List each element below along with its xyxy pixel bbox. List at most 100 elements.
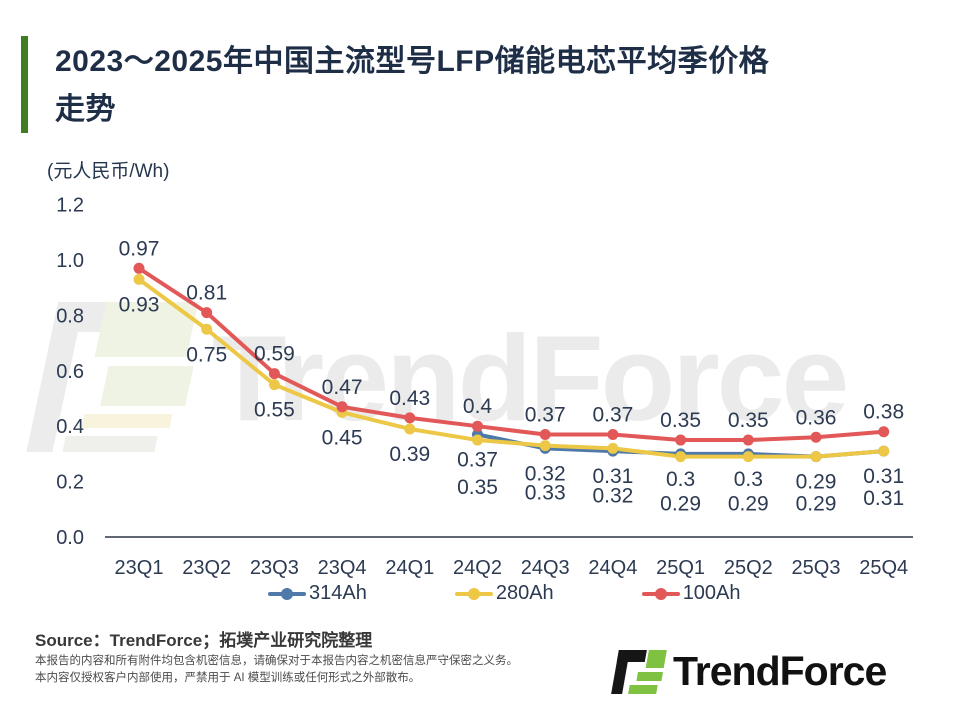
data-point-100Ah xyxy=(742,434,754,446)
legend-label: 100Ah xyxy=(682,582,741,604)
y-tick-label: 0.2 xyxy=(56,472,84,494)
disclaimer: 本报告的内容和所有附件均包含机密信息，请确保对于本报告内容之机密信息严守保密之义… xyxy=(35,653,518,687)
legend-item-100ah: 100Ah xyxy=(641,582,741,605)
legend: 314Ah 280Ah 100Ah xyxy=(268,582,741,605)
data-point-280Ah xyxy=(742,451,754,463)
data-label-100Ah: 0.35 xyxy=(728,409,769,432)
data-label-280Ah: 0.29 xyxy=(660,493,701,516)
data-point-280Ah xyxy=(201,323,213,335)
data-point-280Ah xyxy=(810,451,822,463)
legend-marker-314ah xyxy=(268,587,306,600)
legend-item-314ah: 314Ah xyxy=(268,582,367,605)
data-label-100Ah: 0.37 xyxy=(525,404,566,427)
data-point-100Ah xyxy=(878,426,890,438)
x-tick-label: 23Q4 xyxy=(318,557,367,579)
data-label-280Ah: 0.93 xyxy=(119,293,160,316)
data-point-100Ah xyxy=(539,429,551,441)
y-tick-label: 0.6 xyxy=(56,361,84,383)
data-label-314Ah: 0.3 xyxy=(734,468,763,491)
data-label-314Ah: 0.3 xyxy=(666,468,695,491)
x-tick-label: 23Q2 xyxy=(182,557,231,579)
data-label-100Ah: 0.38 xyxy=(863,401,904,424)
data-label-100Ah: 0.37 xyxy=(592,404,633,427)
title-accent-bar xyxy=(21,36,28,133)
legend-dot-icon xyxy=(467,587,480,600)
data-label-100Ah: 0.47 xyxy=(322,376,363,399)
data-point-100Ah xyxy=(336,401,348,413)
data-point-100Ah xyxy=(810,431,822,443)
data-label-314Ah: 0.32 xyxy=(525,462,566,485)
data-point-280Ah xyxy=(404,423,416,435)
data-label-314Ah: 0.29 xyxy=(796,471,837,494)
trendforce-logo-mark-icon xyxy=(608,649,668,694)
y-tick-label: 1.0 xyxy=(56,250,84,272)
data-label-100Ah: 0.36 xyxy=(796,406,837,429)
series-line-280Ah xyxy=(137,277,886,459)
axis-unit-label: (元人民币/Wh) xyxy=(47,161,170,182)
data-label-314Ah: 0.31 xyxy=(592,465,633,488)
y-tick-label: 0.8 xyxy=(56,305,84,327)
data-point-280Ah xyxy=(472,434,483,446)
data-label-280Ah: 0.29 xyxy=(728,493,769,516)
data-label-100Ah: 0.97 xyxy=(119,237,160,260)
page-title: 2023～2025年中国主流型号LFP储能电芯平均季价格 走势 xyxy=(55,38,925,134)
x-tick-label: 24Q2 xyxy=(453,557,502,579)
y-tick-label: 0.4 xyxy=(56,416,84,438)
data-label-280Ah: 0.75 xyxy=(186,343,227,366)
y-tick-label: 0.0 xyxy=(56,527,84,549)
x-tick-label: 25Q2 xyxy=(724,557,773,579)
disclaimer-line2: 本内容仅授权客户内部使用，严禁用于 AI 模型训练或任何形式之外部散布。 xyxy=(35,672,421,684)
data-point-100Ah xyxy=(268,368,280,380)
data-label-280Ah: 0.45 xyxy=(322,426,363,449)
data-point-280Ah xyxy=(675,451,687,463)
x-tick-label: 25Q3 xyxy=(792,557,841,579)
data-point-100Ah xyxy=(133,262,145,274)
source-line: Source：TrendForce；拓墣产业研究院整理 xyxy=(35,631,373,650)
data-point-280Ah xyxy=(607,442,619,454)
data-label-314Ah: 0.31 xyxy=(863,465,904,488)
page-title-line2: 走势 xyxy=(55,93,116,126)
x-tick-label: 25Q4 xyxy=(859,557,908,579)
disclaimer-line1: 本报告的内容和所有附件均包含机密信息，请确保对于本报告内容之机密信息严守保密之义… xyxy=(35,655,518,667)
data-point-280Ah xyxy=(133,273,145,285)
data-label-100Ah: 0.4 xyxy=(463,395,493,418)
data-point-280Ah xyxy=(878,445,890,457)
data-label-280Ah: 0.33 xyxy=(525,482,566,505)
data-label-280Ah: 0.55 xyxy=(254,399,295,422)
data-point-100Ah xyxy=(201,307,213,319)
x-tick-label: 23Q1 xyxy=(115,557,164,579)
legend-label: 314Ah xyxy=(309,582,367,604)
data-point-100Ah xyxy=(607,429,619,441)
data-label-100Ah: 0.81 xyxy=(186,282,227,305)
data-label-280Ah: 0.31 xyxy=(863,487,904,510)
x-tick-label: 23Q3 xyxy=(250,557,299,579)
x-tick-label: 25Q1 xyxy=(656,557,705,579)
data-point-100Ah xyxy=(675,434,687,446)
data-label-280Ah: 0.35 xyxy=(457,476,498,499)
data-point-280Ah xyxy=(268,379,280,391)
data-label-280Ah: 0.29 xyxy=(796,493,837,516)
data-point-280Ah xyxy=(539,440,551,452)
y-tick-label: 1.2 xyxy=(56,195,84,217)
data-label-280Ah: 0.32 xyxy=(592,484,633,507)
data-label-100Ah: 0.59 xyxy=(254,343,295,366)
data-label-100Ah: 0.43 xyxy=(389,387,430,410)
series-line-100Ah xyxy=(137,266,886,443)
x-tick-label: 24Q1 xyxy=(385,557,434,579)
x-tick-label: 24Q3 xyxy=(521,557,570,579)
data-point-100Ah xyxy=(404,412,416,424)
trendforce-logo: TrendForce xyxy=(611,648,887,695)
page-title-line1: 2023～2025年中国主流型号LFP储能电芯平均季价格 xyxy=(55,45,770,78)
data-label-280Ah: 0.39 xyxy=(389,443,430,466)
legend-marker-100ah xyxy=(641,587,680,600)
watermark-text: TrendForce xyxy=(212,310,849,446)
data-point-100Ah xyxy=(472,420,483,432)
legend-item-280ah: 280Ah xyxy=(454,582,554,605)
legend-dot-icon xyxy=(281,587,293,600)
legend-label: 280Ah xyxy=(495,582,554,604)
data-label-100Ah: 0.35 xyxy=(660,409,701,432)
legend-marker-280ah xyxy=(454,587,493,600)
trendforce-logo-text: TrendForce xyxy=(673,648,887,694)
